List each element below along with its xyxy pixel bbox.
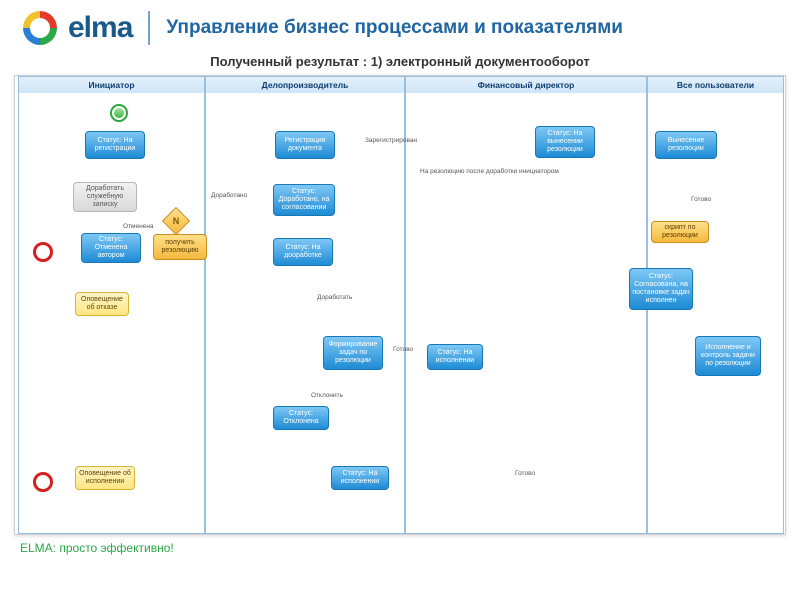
edge-label: Отклонить bbox=[311, 392, 343, 399]
edge-label: Доработать bbox=[317, 294, 352, 301]
header: elma Управление бизнес процессами и пока… bbox=[0, 0, 800, 48]
diagram-frame: ИнициаторДелопроизводительФинансовый дир… bbox=[14, 75, 786, 535]
logo-ring-icon bbox=[20, 8, 60, 48]
swimlane: Финансовый директор bbox=[405, 76, 647, 534]
task-box: Регистрация документа bbox=[275, 131, 335, 159]
lane-header: Инициатор bbox=[19, 77, 204, 93]
task-box: получить резолюцию bbox=[153, 234, 207, 260]
task-box: Статус: Доработано, на согласовании bbox=[273, 184, 335, 216]
task-box: Статус: Согласована, на постановке задач… bbox=[629, 268, 693, 310]
footer-tagline: ELMA: просто эффективно! bbox=[0, 535, 800, 555]
task-box: Вынесение резолюции bbox=[655, 131, 717, 159]
task-box: Статус: На регистрации bbox=[85, 131, 145, 159]
edge-label: Готово bbox=[393, 346, 413, 353]
page-title: Управление бизнес процессами и показател… bbox=[166, 17, 623, 39]
task-box: скрипт по резолюции bbox=[651, 221, 709, 243]
lane-header: Делопроизводитель bbox=[206, 77, 404, 93]
page-subtitle: Полученный результат : 1) электронный до… bbox=[0, 54, 800, 69]
task-box: Доработать служебную записку bbox=[73, 182, 137, 212]
edge-label: Готово bbox=[691, 196, 711, 203]
task-box: Формирование задач по резолюции bbox=[323, 336, 383, 370]
task-box: Статус: На исполнении bbox=[331, 466, 389, 490]
edge-label: На резолюцию после доработки инициатором bbox=[420, 168, 559, 175]
divider bbox=[148, 11, 150, 45]
task-box: Статус: На дооработке bbox=[273, 238, 333, 266]
lane-header: Все пользователи bbox=[648, 77, 783, 93]
task-box: Статус: Отклонена bbox=[273, 406, 329, 430]
edge-label: Отменена bbox=[123, 223, 154, 230]
lane-header: Финансовый директор bbox=[406, 77, 646, 93]
edge-label: Доработано bbox=[211, 192, 247, 199]
task-box: Статус: На исполнении bbox=[427, 344, 483, 370]
end-event bbox=[33, 242, 53, 262]
task-box: Статус: На вынесении резолюции bbox=[535, 126, 595, 158]
edge-label: Зарегистрирован bbox=[365, 137, 417, 144]
task-box: Статус: Отменена автором bbox=[81, 233, 141, 263]
end-event bbox=[33, 472, 53, 492]
start-event bbox=[110, 104, 128, 122]
task-box: Оповещение об исполнении bbox=[75, 466, 135, 490]
task-box: Оповещение об отказе bbox=[75, 292, 129, 316]
logo-text: elma bbox=[68, 11, 132, 45]
bpmn-canvas: ИнициаторДелопроизводительФинансовый дир… bbox=[15, 76, 785, 534]
edge-label: Готово bbox=[515, 470, 535, 477]
task-box: Исполнение и контроль задачи по резолюци… bbox=[695, 336, 761, 376]
